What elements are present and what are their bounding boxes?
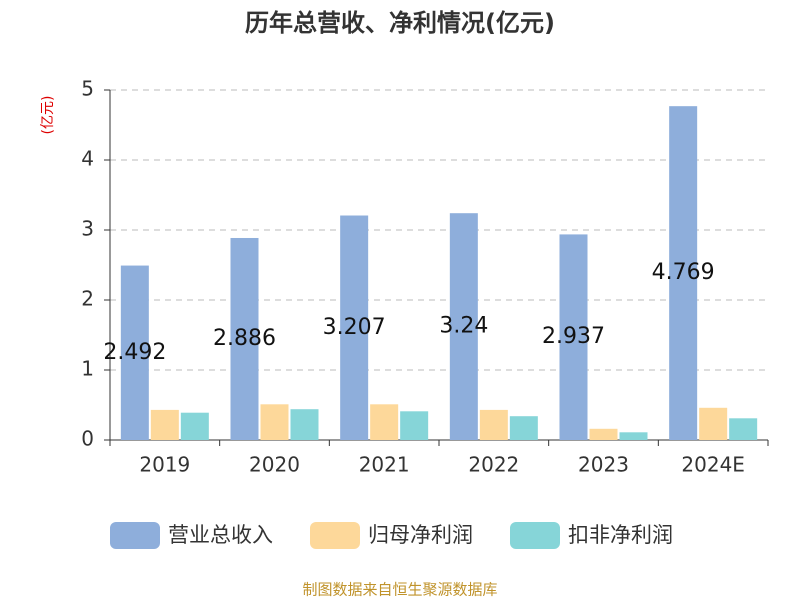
- legend-swatch: [510, 522, 560, 549]
- x-tick-label: 2022: [468, 453, 519, 477]
- legend-label: 扣非净利润: [568, 523, 673, 547]
- bar: [669, 106, 698, 441]
- y-axis-label: (亿元): [40, 96, 56, 135]
- bar: [370, 404, 399, 440]
- legend-label: 营业总收入: [168, 523, 273, 547]
- bar: [230, 237, 259, 440]
- legend-label: 归母净利润: [368, 523, 473, 547]
- bar: [479, 409, 508, 440]
- legend-swatch: [110, 522, 160, 549]
- bar: [290, 409, 319, 440]
- chart-title: 历年总营收、净利情况(亿元): [245, 9, 555, 37]
- x-tick-label: 2019: [139, 453, 190, 477]
- data-label: 2.937: [542, 324, 605, 349]
- y-tick-label: 4: [81, 147, 94, 171]
- data-label: 2.492: [103, 340, 166, 365]
- bar: [509, 416, 538, 440]
- bar: [260, 404, 289, 440]
- y-tick-label: 0: [81, 427, 94, 451]
- bar: [619, 432, 648, 440]
- x-tick-label: 2020: [249, 453, 300, 477]
- bar: [120, 265, 149, 440]
- legend-swatch: [310, 522, 360, 549]
- bar: [729, 418, 758, 440]
- bar: [400, 411, 429, 440]
- bar: [559, 234, 588, 440]
- data-label: 4.769: [652, 260, 715, 285]
- y-tick-label: 5: [81, 77, 94, 101]
- source-note: 制图数据来自恒生聚源数据库: [302, 581, 497, 599]
- bar: [340, 215, 369, 440]
- bar: [699, 407, 728, 440]
- bar: [589, 428, 618, 440]
- bar: [449, 213, 478, 440]
- bar: [180, 412, 209, 440]
- bar: [150, 409, 179, 440]
- x-tick-label: 2021: [359, 453, 410, 477]
- y-tick-label: 1: [81, 357, 94, 381]
- x-tick-label: 2024E: [681, 453, 745, 477]
- y-tick-label: 2: [81, 287, 94, 311]
- y-tick-label: 3: [81, 217, 94, 241]
- x-tick-label: 2023: [578, 453, 629, 477]
- data-label: 2.886: [213, 326, 276, 351]
- data-label: 3.207: [323, 315, 386, 340]
- data-label: 3.24: [439, 314, 488, 339]
